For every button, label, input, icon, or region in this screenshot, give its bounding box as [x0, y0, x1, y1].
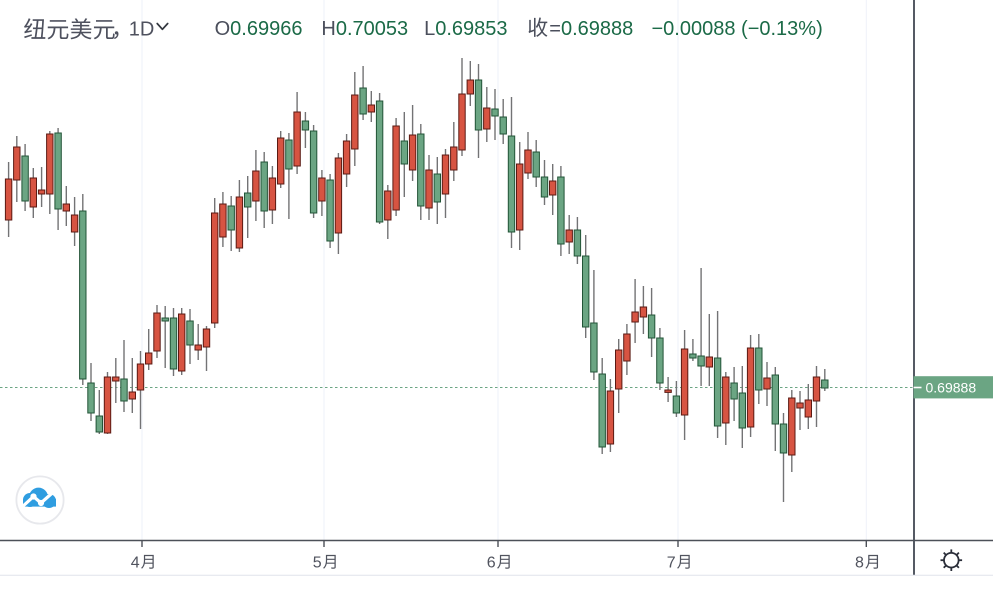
- svg-text:=0.69888: =0.69888: [549, 18, 633, 40]
- svg-text:8: 8: [855, 555, 864, 572]
- svg-text:6: 6: [487, 555, 496, 572]
- svg-text:1D: 1D: [129, 18, 155, 40]
- svg-text:7: 7: [667, 555, 676, 572]
- svg-text:L0.69853: L0.69853: [424, 18, 507, 40]
- svg-text:−0.00088 (−0.13%): −0.00088 (−0.13%): [652, 18, 823, 40]
- svg-text:0.69888: 0.69888: [926, 380, 977, 396]
- svg-text:4: 4: [131, 555, 140, 572]
- svg-text:H0.70053: H0.70053: [321, 18, 408, 40]
- svg-text:5: 5: [313, 555, 322, 572]
- svg-text:O0.69966: O0.69966: [215, 18, 303, 40]
